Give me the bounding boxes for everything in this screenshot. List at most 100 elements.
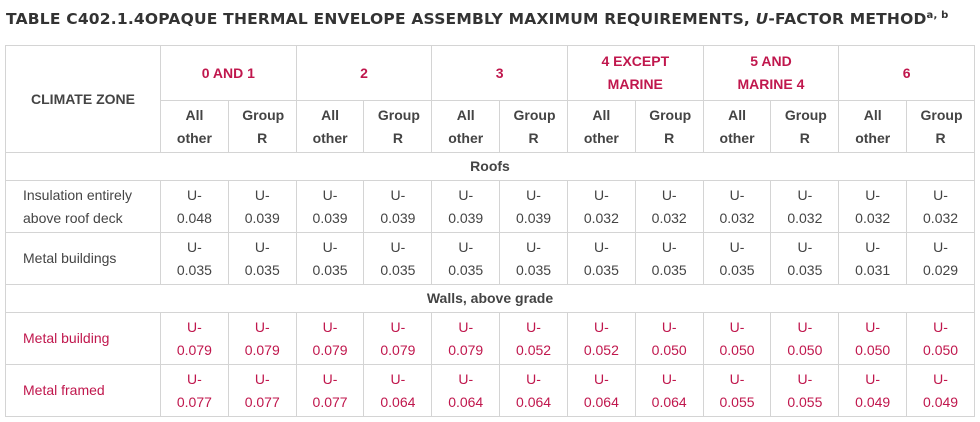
value-cell: U-0.050 (634, 312, 704, 365)
value: U-0.052 (516, 318, 552, 358)
title-text: TABLE C402.1.4OPAQUE THERMAL ENVELOPE AS… (6, 10, 756, 29)
value: U-0.035 (719, 238, 755, 278)
value-cell: U-0.077 (295, 364, 365, 417)
value-cell: U-0.079 (295, 312, 365, 365)
value-cell: U-0.029 (906, 232, 975, 285)
value: U-0.055 (719, 370, 755, 410)
zone-label: 4 EXCEPT MARINE (601, 53, 670, 92)
value: U-0.077 (312, 370, 348, 410)
value: U-0.039 (516, 186, 552, 226)
value-cell: U-0.039 (363, 180, 433, 233)
value: U-0.039 (244, 186, 280, 226)
value-cell: U-0.048 (160, 180, 229, 233)
value: U-0.035 (312, 238, 348, 278)
zone-header: 0 AND 1 (160, 45, 297, 101)
value: U-0.049 (923, 370, 959, 410)
subheader-label: Group R (784, 106, 827, 146)
value: U-0.079 (380, 318, 416, 358)
value-cell: U-0.050 (770, 312, 840, 365)
value-cell: U-0.032 (906, 180, 975, 233)
value: U-0.035 (448, 238, 484, 278)
value-cell: U-0.064 (499, 364, 568, 417)
corner-label: CLIMATE ZONE (31, 90, 135, 107)
subheader-label: All other (583, 106, 619, 146)
row-label: Insulation entirely above roof deck (23, 186, 132, 226)
value: U-0.035 (651, 238, 687, 278)
section-row: Roofs (5, 152, 975, 181)
requirements-table: CLIMATE ZONE 0 AND 1 2 3 4 EXCEPT MARINE 5 AN… (5, 45, 975, 417)
value-cell: U-0.035 (295, 232, 365, 285)
row-label-cell: Insulation entirely above roof deck (5, 180, 161, 233)
value-cell: U-0.032 (634, 180, 704, 233)
value-cell: U-0.064 (431, 364, 501, 417)
value: U-0.050 (855, 318, 891, 358)
value: U-0.050 (923, 318, 959, 358)
value-cell: U-0.050 (906, 312, 975, 365)
value-cell: U-0.079 (160, 312, 229, 365)
value: U-0.079 (448, 318, 484, 358)
value: U-0.032 (923, 186, 959, 226)
subheader: Group R (363, 100, 433, 153)
value-cell: U-0.064 (566, 364, 636, 417)
value: U-0.064 (380, 370, 416, 410)
value-cell: U-0.055 (770, 364, 840, 417)
row-label: Metal building (23, 330, 110, 346)
value: U-0.035 (516, 238, 552, 278)
value-cell: U-0.035 (363, 232, 433, 285)
value: U-0.035 (176, 238, 212, 278)
subheader: Group R (227, 100, 297, 153)
zone-label: 6 (902, 64, 911, 81)
value-cell: U-0.039 (295, 180, 365, 233)
zone-label: 5 AND MARINE 4 (737, 53, 805, 92)
value-cell: U-0.050 (838, 312, 908, 365)
value-cell: U-0.035 (499, 232, 568, 285)
value: U-0.048 (176, 186, 212, 226)
value-cell: U-0.039 (227, 180, 297, 233)
section-label: Roofs (470, 158, 510, 174)
value-cell: U-0.035 (634, 232, 704, 285)
subheader: Group R (499, 100, 568, 153)
value-cell: U-0.077 (160, 364, 229, 417)
value: U-0.032 (787, 186, 823, 226)
value: U-0.039 (380, 186, 416, 226)
value-cell: U-0.035 (702, 232, 772, 285)
value: U-0.064 (448, 370, 484, 410)
value: U-0.029 (923, 238, 959, 278)
value: U-0.039 (312, 186, 348, 226)
subheader: All other (295, 100, 365, 153)
zone-label: 3 (495, 64, 504, 81)
value: U-0.055 (787, 370, 823, 410)
value: U-0.064 (651, 370, 687, 410)
title-italic: U (755, 10, 769, 29)
row-label-cell: Metal buildings (5, 232, 161, 285)
value: U-0.064 (516, 370, 552, 410)
value-cell: U-0.055 (702, 364, 772, 417)
value: U-0.064 (583, 370, 619, 410)
row-label-cell: Metal building (5, 312, 161, 365)
value-cell: U-0.035 (566, 232, 636, 285)
subheader-label: Group R (920, 106, 963, 146)
zone-header: 6 (838, 45, 975, 101)
value-cell: U-0.039 (499, 180, 568, 233)
value: U-0.035 (380, 238, 416, 278)
value-cell: U-0.064 (634, 364, 704, 417)
value: U-0.035 (583, 238, 619, 278)
section-title: Roofs (5, 152, 975, 181)
subheader: All other (160, 100, 229, 153)
title-suffix: -FACTOR METHOD (768, 10, 927, 29)
subheader: All other (431, 100, 501, 153)
header-row: CLIMATE ZONE 0 AND 1 2 3 4 EXCEPT MARINE 5 AN… (5, 45, 975, 153)
value: U-0.031 (855, 238, 891, 278)
value-cell: U-0.079 (227, 312, 297, 365)
table-title: TABLE C402.1.4OPAQUE THERMAL ENVELOPE AS… (6, 10, 949, 28)
section-label: Walls, above grade (426, 290, 554, 306)
subheader: All other (702, 100, 772, 153)
subheader-label: Group R (377, 106, 420, 146)
value: U-0.039 (448, 186, 484, 226)
value: U-0.079 (244, 318, 280, 358)
value-cell: U-0.035 (160, 232, 229, 285)
value-cell: U-0.035 (431, 232, 501, 285)
value-cell: U-0.049 (838, 364, 908, 417)
title-superscript: a, b (926, 10, 949, 21)
